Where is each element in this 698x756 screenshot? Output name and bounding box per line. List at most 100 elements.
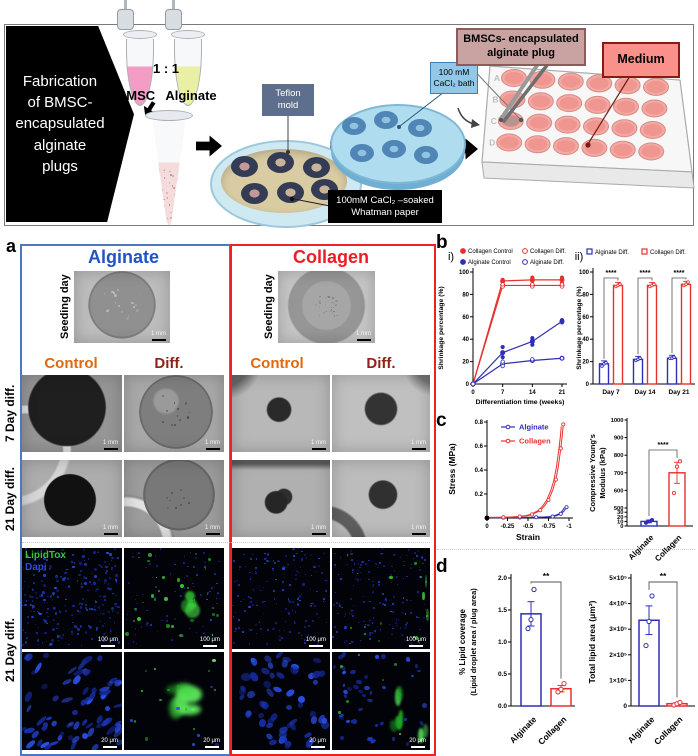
texture-dot — [351, 572, 353, 574]
texture-dot — [418, 566, 421, 569]
texture-dot — [108, 617, 111, 620]
teflon-ring — [303, 157, 330, 178]
texture-dot — [135, 609, 137, 612]
texture-dot — [111, 567, 113, 570]
well-medium — [641, 145, 661, 158]
texture-dot — [173, 193, 176, 195]
texture-dot — [177, 685, 180, 688]
texture-dot — [24, 641, 28, 644]
texture-dot — [49, 643, 53, 646]
alginate-fluor-control-20um: 20 μm — [22, 652, 122, 750]
scalebar-bar — [205, 533, 220, 535]
texture-dot — [42, 591, 45, 594]
texture-dot — [285, 704, 293, 711]
texture-dot — [177, 216, 179, 219]
texture-dot — [367, 624, 370, 627]
scalebar-bar — [408, 645, 423, 647]
texture-dot — [159, 548, 162, 550]
texture-dot — [210, 686, 213, 689]
texture-dot — [144, 669, 148, 673]
texture-dot — [409, 642, 412, 644]
texture-dot — [252, 573, 254, 575]
texture-dot — [159, 169, 161, 171]
texture-dot — [165, 410, 168, 412]
y-tick: 20 — [617, 515, 623, 521]
texture-dot — [48, 567, 52, 571]
texture-dot — [203, 632, 205, 634]
texture-dot — [134, 607, 137, 611]
texture-dot — [300, 634, 302, 637]
bar — [632, 358, 644, 385]
texture-dot — [103, 581, 107, 585]
texture-dot — [99, 594, 102, 597]
texture-dot — [215, 597, 218, 599]
texture-dot — [154, 586, 157, 589]
panel-a-separator — [22, 542, 430, 543]
texture-dot — [338, 603, 341, 605]
texture-dot — [35, 568, 38, 571]
scalebar-bar — [151, 339, 166, 341]
texture-dot — [38, 612, 40, 614]
texture-dot — [258, 621, 261, 624]
texture-dot — [250, 557, 252, 560]
texture-dot — [166, 192, 168, 194]
texture-dot — [333, 302, 335, 304]
texture-dot — [100, 566, 103, 569]
texture-dot — [107, 587, 110, 590]
texture-dot — [380, 552, 383, 555]
texture-dot — [379, 562, 382, 564]
texture-dot — [138, 552, 140, 555]
texture-dot — [61, 678, 72, 686]
texture-dot — [275, 670, 286, 680]
texture-dot — [183, 587, 186, 589]
texture-dot — [302, 583, 305, 586]
texture-dot — [57, 596, 59, 598]
texture-dot — [264, 552, 266, 555]
texture-dot — [56, 628, 58, 630]
texture-dot — [111, 606, 114, 610]
legend-label: Collagen Diff. — [650, 250, 686, 256]
texture-dot — [166, 620, 168, 622]
texture-dot — [26, 555, 29, 557]
texture-dot — [410, 567, 413, 569]
texture-dot — [324, 297, 327, 299]
texture-dot — [190, 707, 195, 712]
scalebar-bar — [308, 645, 323, 647]
texture-dot — [404, 627, 406, 629]
texture-dot — [84, 576, 88, 580]
texture-dot — [318, 301, 321, 304]
texture-dot — [426, 608, 429, 622]
banner-line: encapsulated — [15, 115, 105, 133]
panel-d-label: d — [436, 556, 448, 577]
replicate-point — [677, 699, 683, 706]
data-point — [546, 498, 551, 503]
texture-dot — [254, 623, 257, 626]
well-medium — [532, 73, 552, 86]
texture-dot — [65, 586, 68, 588]
replicate-point — [561, 681, 567, 687]
texture-dot — [207, 592, 210, 595]
texture-dot — [140, 626, 143, 628]
mixing-tube — [145, 110, 193, 226]
replicate-point — [559, 275, 565, 280]
texture-dot — [194, 553, 197, 556]
texture-dot — [364, 626, 366, 628]
texture-dot — [22, 605, 24, 607]
texture-dot — [104, 579, 107, 583]
y-tick: 100 — [579, 270, 590, 276]
texture-dot — [36, 597, 38, 600]
texture-dot — [113, 564, 117, 568]
texture-dot — [342, 683, 346, 687]
texture-dot — [301, 550, 303, 553]
texture-dot — [211, 613, 215, 617]
texture-dot — [320, 571, 324, 575]
legend-marker — [460, 248, 466, 254]
texture-dot — [291, 608, 294, 611]
x-tick: 0 — [471, 390, 475, 396]
data-point — [550, 514, 555, 519]
texture-dot — [195, 631, 198, 634]
texture-dot — [58, 609, 60, 611]
texture-dot — [150, 624, 152, 626]
texture-dot — [84, 607, 87, 609]
texture-dot — [349, 549, 352, 552]
